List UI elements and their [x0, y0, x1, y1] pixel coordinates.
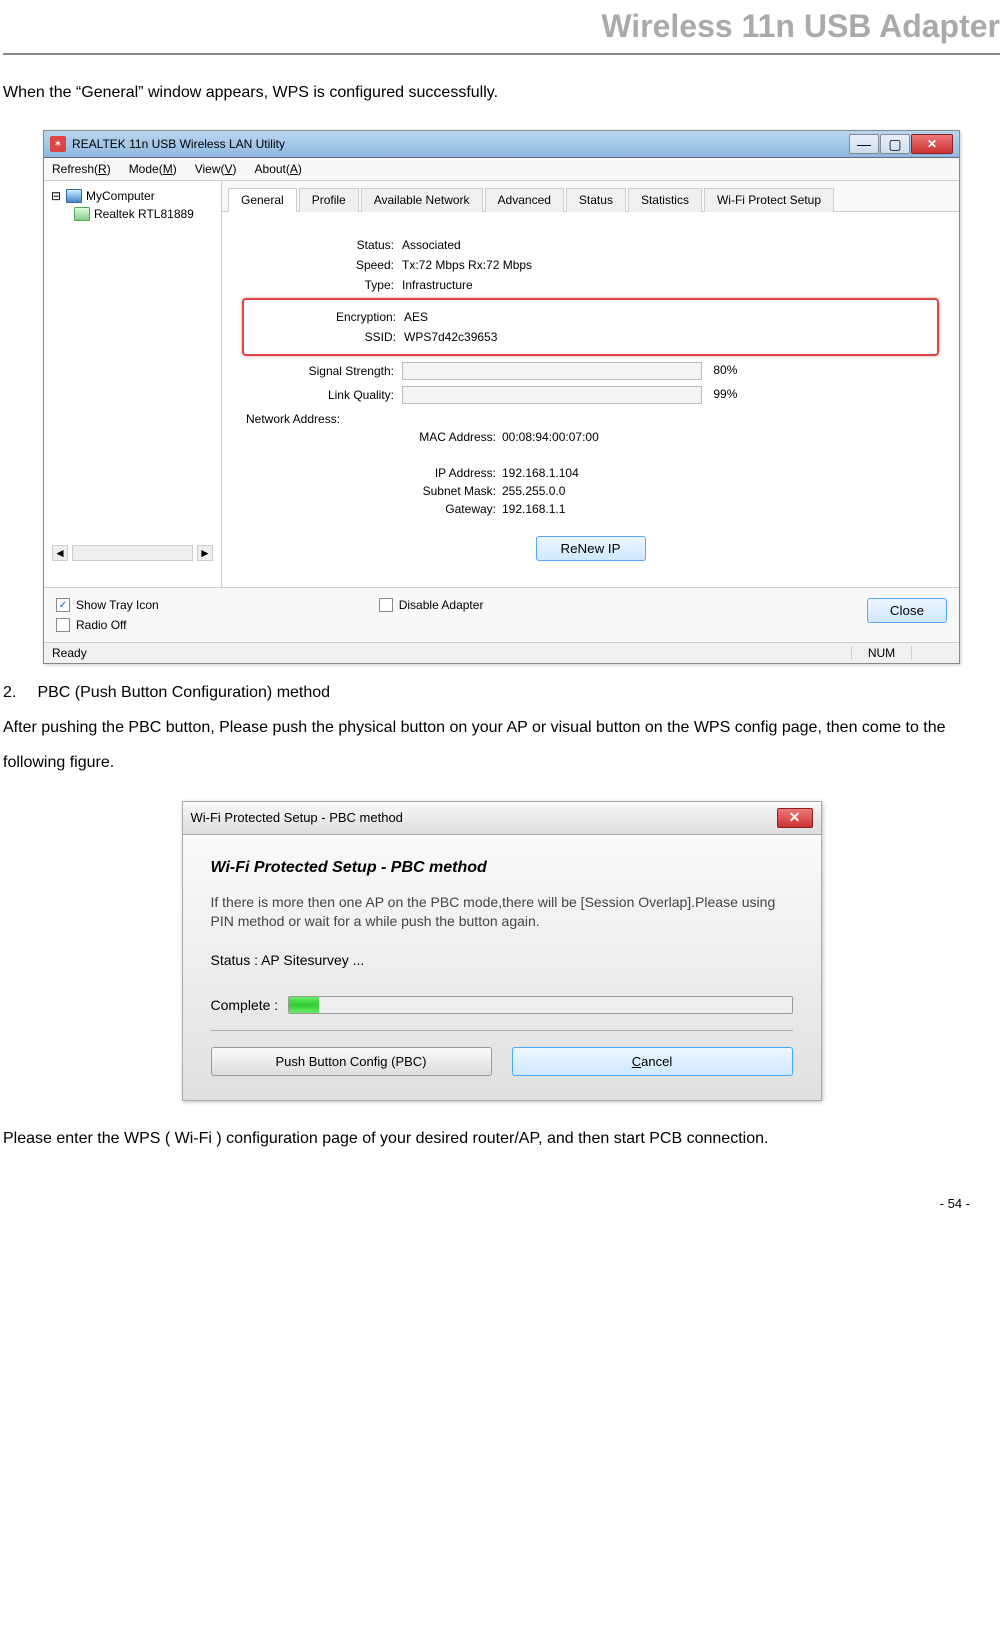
dialog-body-text: If there is more then one AP on the PBC … — [211, 893, 793, 932]
signal-percent: 80% — [713, 363, 737, 377]
encryption-value: AES — [404, 310, 937, 324]
tab-statistics[interactable]: Statistics — [628, 188, 702, 212]
page-header: Wireless 11n USB Adapter — [3, 0, 1000, 55]
tree-collapse-icon[interactable]: ⊟ — [50, 189, 62, 203]
type-label: Type: — [242, 278, 402, 292]
signal-progress — [402, 362, 702, 380]
ip-value: 192.168.1.104 — [502, 466, 579, 480]
tab-available-network[interactable]: Available Network — [361, 188, 483, 212]
section-2-text: After pushing the PBC button, Please pus… — [3, 710, 1000, 780]
page-title: Wireless 11n USB Adapter — [3, 8, 1000, 45]
tab-wps[interactable]: Wi-Fi Protect Setup — [704, 188, 834, 212]
close-button[interactable]: Close — [867, 598, 947, 623]
scroll-thumb[interactable] — [72, 545, 193, 561]
checkbox-icon — [56, 618, 70, 632]
gateway-label: Gateway: — [242, 502, 502, 516]
checkbox-icon — [379, 598, 393, 612]
status-label: Status: — [242, 238, 402, 252]
tree-root-label: MyComputer — [86, 189, 155, 203]
highlight-box: Encryption:AES SSID:WPS7d42c39653 — [242, 298, 939, 356]
menu-mode[interactable]: Mode(M) — [129, 162, 177, 176]
status-numlock: NUM — [851, 646, 911, 660]
dialog-status: Status : AP Sitesurvey ... — [211, 952, 793, 968]
signal-label: Signal Strength: — [242, 364, 402, 378]
menu-about[interactable]: About(A) — [255, 162, 302, 176]
dialog-heading: Wi-Fi Protected Setup - PBC method — [211, 859, 793, 877]
dialog-divider — [211, 1030, 793, 1031]
status-value: Associated — [402, 238, 939, 252]
radio-off-label: Radio Off — [76, 618, 126, 632]
tree-scrollbar[interactable]: ◄ ► — [48, 543, 217, 563]
computer-icon — [66, 189, 82, 203]
ip-label: IP Address: — [242, 466, 502, 480]
close-icon[interactable]: ✕ — [777, 808, 813, 828]
tree-child-node[interactable]: Realtek RTL81889 — [72, 205, 217, 223]
status-bar: Ready NUM — [44, 642, 959, 663]
tab-profile[interactable]: Profile — [299, 188, 359, 212]
pbc-dialog-window: Wi-Fi Protected Setup - PBC method ✕ Wi-… — [182, 801, 822, 1101]
scroll-right-icon[interactable]: ► — [197, 545, 213, 561]
outro-paragraph: Please enter the WPS ( Wi-Fi ) configura… — [3, 1121, 1000, 1156]
general-tab-content: Status:Associated Speed:Tx:72 Mbps Rx:72… — [222, 212, 959, 587]
checkbox-icon: ✓ — [56, 598, 70, 612]
bottom-options-bar: ✓ Show Tray Icon Radio Off Disable Adapt… — [44, 587, 959, 642]
link-percent: 99% — [713, 387, 737, 401]
tab-status[interactable]: Status — [566, 188, 626, 212]
scroll-left-icon[interactable]: ◄ — [52, 545, 68, 561]
dialog-titlebar[interactable]: Wi-Fi Protected Setup - PBC method ✕ — [183, 802, 821, 835]
show-tray-checkbox[interactable]: ✓ Show Tray Icon — [56, 598, 159, 612]
tab-general[interactable]: General — [228, 188, 297, 212]
mac-value: 00:08:94:00:07:00 — [502, 430, 599, 444]
realtek-utility-window: ✶ REALTEK 11n USB Wireless LAN Utility —… — [43, 130, 960, 664]
adapter-icon — [74, 207, 90, 221]
minimize-icon[interactable]: — — [849, 134, 879, 154]
menubar: Refresh(R) Mode(M) View(V) About(A) — [44, 158, 959, 181]
mask-value: 255.255.0.0 — [502, 484, 565, 498]
tree-root-node[interactable]: ⊟ MyComputer — [48, 187, 217, 205]
ssid-label: SSID: — [244, 330, 404, 344]
tree-child-label: Realtek RTL81889 — [94, 207, 194, 221]
complete-progress — [288, 996, 792, 1014]
show-tray-label: Show Tray Icon — [76, 598, 159, 612]
mask-label: Subnet Mask: — [242, 484, 502, 498]
speed-label: Speed: — [242, 258, 402, 272]
page-number: - 54 - — [3, 1196, 1000, 1211]
gateway-value: 192.168.1.1 — [502, 502, 565, 516]
intro-paragraph: When the “General” window appears, WPS i… — [3, 75, 1000, 110]
pbc-button[interactable]: Push Button Config (PBC) — [211, 1047, 492, 1076]
menu-view[interactable]: View(V) — [195, 162, 237, 176]
dialog-title: Wi-Fi Protected Setup - PBC method — [191, 810, 777, 825]
menu-refresh[interactable]: Refresh(R) — [52, 162, 111, 176]
type-value: Infrastructure — [402, 278, 939, 292]
titlebar[interactable]: ✶ REALTEK 11n USB Wireless LAN Utility —… — [44, 131, 959, 158]
disable-adapter-checkbox[interactable]: Disable Adapter — [379, 598, 484, 612]
section-2-heading: 2. PBC (Push Button Configuration) metho… — [3, 684, 1000, 702]
status-grip — [911, 646, 951, 660]
window-title: REALTEK 11n USB Wireless LAN Utility — [72, 137, 849, 151]
network-address-label: Network Address: — [246, 412, 939, 426]
disable-adapter-label: Disable Adapter — [399, 598, 484, 612]
link-label: Link Quality: — [242, 388, 402, 402]
status-ready: Ready — [52, 646, 851, 660]
renew-ip-button[interactable]: ReNew IP — [536, 536, 646, 561]
app-icon: ✶ — [50, 136, 66, 152]
cancel-button[interactable]: Cancel — [512, 1047, 793, 1076]
radio-off-checkbox[interactable]: Radio Off — [56, 618, 159, 632]
tab-strip: General Profile Available Network Advanc… — [222, 181, 959, 212]
close-icon[interactable]: ✕ — [911, 134, 953, 154]
tab-advanced[interactable]: Advanced — [485, 188, 564, 212]
ssid-value: WPS7d42c39653 — [404, 330, 937, 344]
device-tree-pane: ⊟ MyComputer Realtek RTL81889 ◄ ► — [44, 181, 222, 587]
complete-label: Complete : — [211, 997, 279, 1013]
speed-value: Tx:72 Mbps Rx:72 Mbps — [402, 258, 939, 272]
encryption-label: Encryption: — [244, 310, 404, 324]
link-progress — [402, 386, 702, 404]
maximize-icon[interactable]: ▢ — [880, 134, 910, 154]
mac-label: MAC Address: — [242, 430, 502, 444]
